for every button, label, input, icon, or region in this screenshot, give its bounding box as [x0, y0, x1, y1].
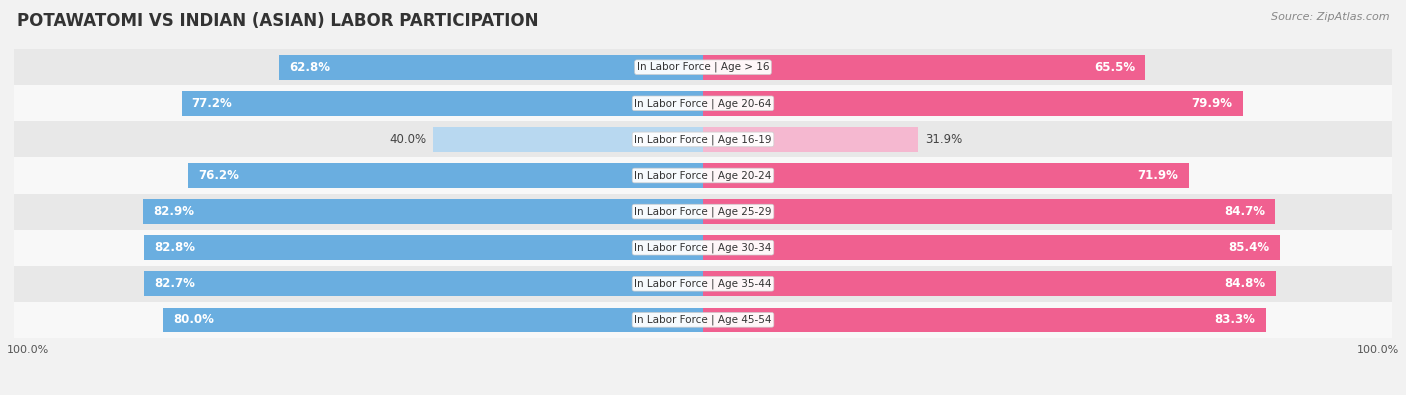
Bar	[163, 308, 703, 332]
Bar	[7, 229, 1399, 266]
Text: 82.9%: 82.9%	[153, 205, 194, 218]
Bar	[143, 235, 703, 260]
Bar	[7, 49, 1399, 85]
Text: 62.8%: 62.8%	[290, 61, 330, 74]
Text: In Labor Force | Age 25-29: In Labor Force | Age 25-29	[634, 206, 772, 217]
Text: Source: ZipAtlas.com: Source: ZipAtlas.com	[1271, 12, 1389, 22]
Text: 84.7%: 84.7%	[1225, 205, 1265, 218]
Text: 85.4%: 85.4%	[1229, 241, 1270, 254]
Text: In Labor Force | Age > 16: In Labor Force | Age > 16	[637, 62, 769, 73]
Text: 80.0%: 80.0%	[173, 313, 214, 326]
Bar	[278, 55, 703, 79]
Text: 84.8%: 84.8%	[1225, 277, 1265, 290]
Text: 65.5%: 65.5%	[1094, 61, 1135, 74]
Text: In Labor Force | Age 20-64: In Labor Force | Age 20-64	[634, 98, 772, 109]
Text: In Labor Force | Age 30-34: In Labor Force | Age 30-34	[634, 243, 772, 253]
Bar	[703, 91, 1243, 116]
Legend: Potawatomi, Indian (Asian): Potawatomi, Indian (Asian)	[586, 392, 820, 395]
Text: 71.9%: 71.9%	[1137, 169, 1178, 182]
Bar	[7, 266, 1399, 302]
Bar	[181, 91, 703, 116]
Text: 77.2%: 77.2%	[191, 97, 232, 110]
Bar	[703, 163, 1188, 188]
Text: 31.9%: 31.9%	[925, 133, 963, 146]
Bar	[7, 85, 1399, 121]
Text: 82.8%: 82.8%	[153, 241, 195, 254]
Bar	[703, 127, 918, 152]
Bar	[145, 271, 703, 296]
Bar	[7, 194, 1399, 229]
Text: 76.2%: 76.2%	[198, 169, 239, 182]
Bar	[7, 121, 1399, 158]
Bar	[703, 55, 1146, 79]
Text: 83.3%: 83.3%	[1215, 313, 1256, 326]
Bar	[143, 199, 703, 224]
Bar	[703, 308, 1265, 332]
Text: 79.9%: 79.9%	[1191, 97, 1233, 110]
Bar	[7, 158, 1399, 194]
Text: In Labor Force | Age 45-54: In Labor Force | Age 45-54	[634, 314, 772, 325]
Text: In Labor Force | Age 20-24: In Labor Force | Age 20-24	[634, 170, 772, 181]
Bar	[703, 235, 1279, 260]
Text: In Labor Force | Age 35-44: In Labor Force | Age 35-44	[634, 278, 772, 289]
Text: POTAWATOMI VS INDIAN (ASIAN) LABOR PARTICIPATION: POTAWATOMI VS INDIAN (ASIAN) LABOR PARTI…	[17, 12, 538, 30]
Bar	[433, 127, 703, 152]
Text: In Labor Force | Age 16-19: In Labor Force | Age 16-19	[634, 134, 772, 145]
Text: 40.0%: 40.0%	[389, 133, 426, 146]
Bar	[703, 199, 1275, 224]
Bar	[188, 163, 703, 188]
Text: 82.7%: 82.7%	[155, 277, 195, 290]
Bar	[703, 271, 1275, 296]
Bar	[7, 302, 1399, 338]
